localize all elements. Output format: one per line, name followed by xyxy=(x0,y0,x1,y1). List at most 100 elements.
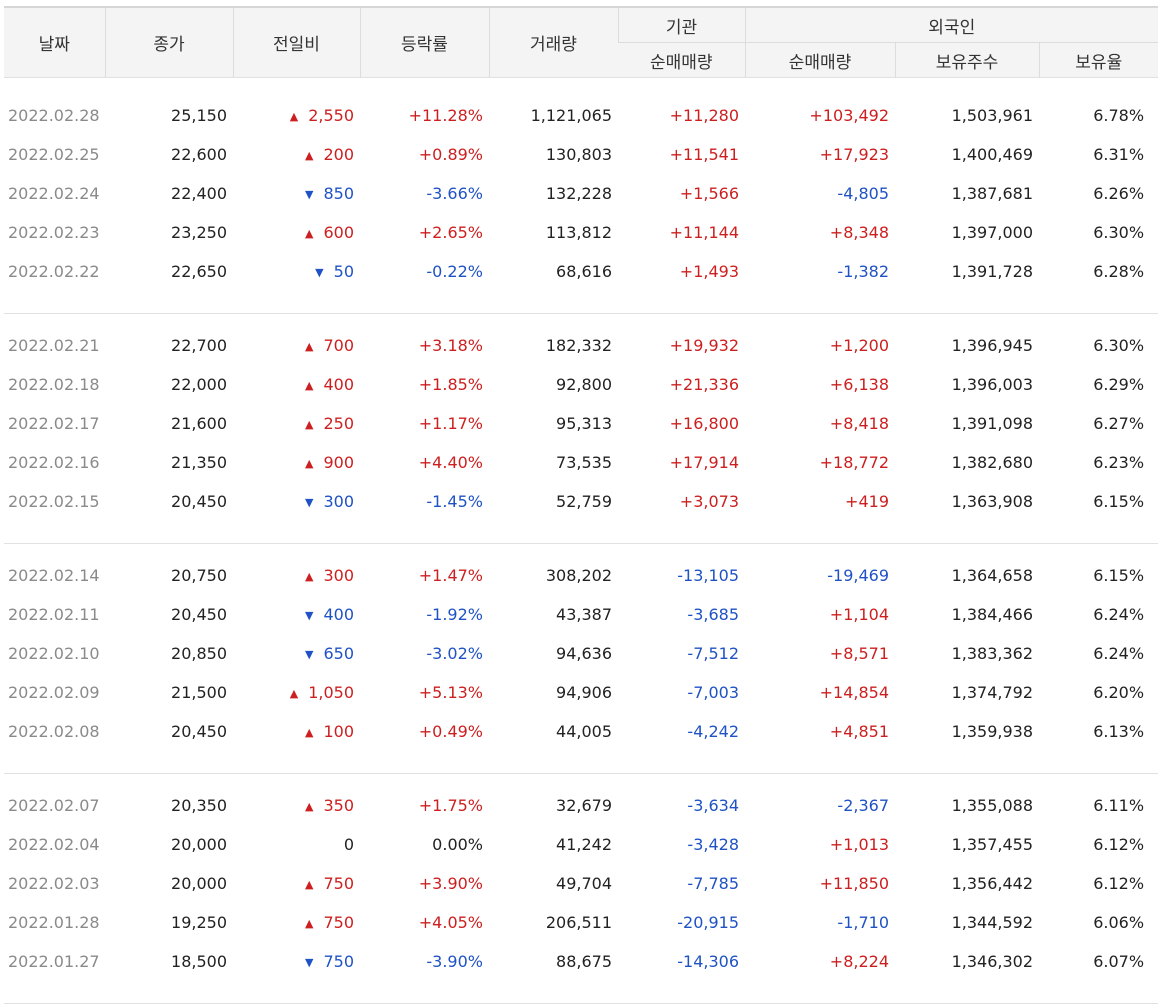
cell-rate: +11.28% xyxy=(360,96,489,135)
cell-rate-value: +3.18% xyxy=(418,336,483,355)
group-spacer xyxy=(4,774,1158,787)
cell-foreign-shares: 1,364,658 xyxy=(895,556,1039,595)
cell-change-wrap: ▲ 100 xyxy=(305,722,360,741)
cell-close: 22,400 xyxy=(105,174,233,213)
triangle-down-icon: ▼ xyxy=(304,648,314,661)
cell-close-value: 20,000 xyxy=(171,835,227,854)
cell-foreign-shares-value: 1,344,592 xyxy=(951,913,1033,932)
cell-foreign-ratio: 6.27% xyxy=(1039,404,1158,443)
cell-foreign-shares-value: 1,391,728 xyxy=(951,262,1033,281)
cell-foreign-shares: 1,359,938 xyxy=(895,712,1039,751)
cell-rate: +1.47% xyxy=(360,556,489,595)
cell-inst-net: +11,280 xyxy=(618,96,745,135)
cell-inst-net-value: -14,306 xyxy=(677,952,739,971)
cell-foreign-net: -1,382 xyxy=(745,252,895,291)
cell-foreign-ratio-value: 6.13% xyxy=(1093,722,1145,741)
cell-change: ▲ 750 xyxy=(233,903,360,942)
table-header: 날짜 종가 전일비 등락률 거래량 기관 외국인 순매매량 순매매량 보유주수 … xyxy=(4,6,1159,78)
cell-foreign-net-value: +18,772 xyxy=(819,453,889,472)
cell-change-wrap: ▲ 900 xyxy=(305,453,360,472)
cell-inst-net-value: -4,242 xyxy=(687,722,739,741)
cell-volume: 130,803 xyxy=(489,135,618,174)
group-divider xyxy=(4,981,1159,1004)
cell-volume-value: 182,332 xyxy=(545,336,612,355)
cell-foreign-net-value: +11,850 xyxy=(819,874,889,893)
cell-foreign-ratio-value: 6.28% xyxy=(1093,262,1145,281)
cell-foreign-shares: 1,383,362 xyxy=(895,634,1039,673)
header-date: 날짜 xyxy=(4,6,105,78)
cell-rate: +3.18% xyxy=(360,326,489,365)
cell-rate-value: -3.02% xyxy=(426,644,483,663)
cell-date: 2022.02.03 xyxy=(8,874,100,893)
cell-foreign-shares: 1,391,728 xyxy=(895,252,1039,291)
cell-volume: 94,636 xyxy=(489,634,618,673)
cell-volume: 88,675 xyxy=(489,942,618,981)
cell-rate: +0.49% xyxy=(360,712,489,751)
cell-foreign-ratio: 6.78% xyxy=(1039,96,1158,135)
cell-close: 23,250 xyxy=(105,213,233,252)
cell-change-value: 300 xyxy=(323,566,354,585)
cell-foreign-shares-value: 1,384,466 xyxy=(951,605,1033,624)
cell-foreign-net: +1,104 xyxy=(745,595,895,634)
cell-change: ▼ 300 xyxy=(233,482,360,521)
cell-change-wrap: 0 xyxy=(344,835,360,854)
table-row: 2022.02.11 20,450 ▼ 400 -1.92% 43,387 -3,685 +1… xyxy=(4,595,1158,634)
header-close: 종가 xyxy=(104,6,233,78)
cell-inst-net: -3,685 xyxy=(618,595,745,634)
table-row: 2022.01.27 18,500 ▼ 750 -3.90% 88,675 -14,306 +… xyxy=(4,942,1158,981)
cell-inst-net-value: +11,280 xyxy=(669,106,739,125)
table-row: 2022.02.03 20,000 ▲ 750 +3.90% 49,704 -7,785 +1… xyxy=(4,864,1158,903)
cell-close-value: 20,450 xyxy=(171,492,227,511)
cell-change-wrap: ▲ 200 xyxy=(305,145,360,164)
cell-date: 2022.02.18 xyxy=(8,375,100,394)
cell-foreign-ratio: 6.24% xyxy=(1039,595,1158,634)
cell-date: 2022.02.14 xyxy=(8,566,100,585)
cell-inst-net-value: +11,144 xyxy=(669,223,739,242)
cell-inst-net-value: -7,512 xyxy=(687,644,739,663)
cell-close-value: 20,450 xyxy=(171,722,227,741)
cell-foreign-net-value: -2,367 xyxy=(837,796,889,815)
cell-inst-net: +1,566 xyxy=(618,174,745,213)
table-row: 2022.02.07 20,350 ▲ 350 +1.75% 32,679 -3,634 -2… xyxy=(4,786,1158,825)
cell-change: ▲ 100 xyxy=(233,712,360,751)
triangle-up-icon: ▲ xyxy=(304,726,314,739)
cell-inst-net: +11,144 xyxy=(618,213,745,252)
cell-inst-net: -4,242 xyxy=(618,712,745,751)
cell-foreign-ratio-value: 6.07% xyxy=(1093,952,1145,971)
cell-change-value: 350 xyxy=(323,796,354,815)
triangle-up-icon: ▲ xyxy=(304,340,314,353)
cell-foreign-ratio: 6.30% xyxy=(1039,213,1158,252)
cell-close: 25,150 xyxy=(105,96,233,135)
cell-foreign-ratio-value: 6.12% xyxy=(1093,835,1145,854)
triangle-down-icon: ▼ xyxy=(304,956,314,969)
cell-close-value: 22,650 xyxy=(171,262,227,281)
cell-change-wrap: ▲ 400 xyxy=(305,375,360,394)
cell-rate-value: +3.90% xyxy=(418,874,483,893)
cell-inst-net-value: +11,541 xyxy=(669,145,739,164)
table-row: 2022.02.08 20,450 ▲ 100 +0.49% 44,005 -4,242 +4… xyxy=(4,712,1158,751)
cell-rate-value: +1.85% xyxy=(418,375,483,394)
cell-rate-value: +4.40% xyxy=(418,453,483,472)
cell-volume-value: 73,535 xyxy=(556,453,612,472)
cell-volume: 68,616 xyxy=(489,252,618,291)
cell-foreign-shares: 1,357,455 xyxy=(895,825,1039,864)
table-row: 2022.01.28 19,250 ▲ 750 +4.05% 206,511 -20,915… xyxy=(4,903,1158,942)
cell-foreign-net-value: -1,382 xyxy=(837,262,889,281)
cell-foreign-ratio: 6.31% xyxy=(1039,135,1158,174)
cell-close: 20,000 xyxy=(105,825,233,864)
cell-rate: -3.66% xyxy=(360,174,489,213)
group-divider xyxy=(4,521,1159,544)
cell-change-value: 200 xyxy=(323,145,354,164)
group-divider-cell xyxy=(4,521,1159,544)
cell-close-value: 25,150 xyxy=(171,106,227,125)
cell-foreign-ratio-value: 6.12% xyxy=(1093,874,1145,893)
table-row: 2022.02.10 20,850 ▼ 650 -3.02% 94,636 -7,512 +8… xyxy=(4,634,1158,673)
cell-foreign-net-value: +17,923 xyxy=(819,145,889,164)
cell-change: ▲ 2,550 xyxy=(233,96,360,135)
cell-foreign-net-value: -1,710 xyxy=(837,913,889,932)
cell-change-wrap: ▲ 250 xyxy=(305,414,360,433)
cell-foreign-shares-value: 1,503,961 xyxy=(951,106,1033,125)
cell-close: 20,450 xyxy=(105,712,233,751)
cell-foreign-shares-value: 1,346,302 xyxy=(951,952,1033,971)
group-divider-cell xyxy=(4,291,1159,314)
